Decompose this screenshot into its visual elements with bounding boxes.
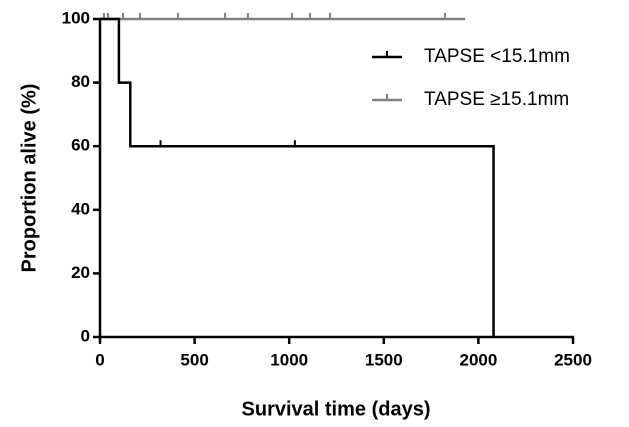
y-tick-label: 60	[71, 136, 90, 155]
y-tick-label: 20	[71, 263, 90, 282]
legend-label: TAPSE <15.1mm	[424, 46, 570, 67]
legend-label: TAPSE ≥15.1mm	[424, 89, 569, 110]
x-tick-label: 1000	[270, 350, 308, 369]
y-axis-title: Proportion alive (%)	[18, 84, 40, 273]
x-tick-label: 0	[95, 350, 104, 369]
survival-line	[100, 17, 495, 337]
x-axis-title: Survival time (days)	[242, 398, 431, 420]
y-tick-label: 40	[71, 199, 90, 218]
x-tick-label: 1500	[365, 350, 403, 369]
x-tick-label: 2000	[459, 350, 497, 369]
y-tick-label: 100	[62, 8, 90, 27]
x-tick-label: 2500	[554, 350, 592, 369]
y-tick-label: 80	[71, 72, 90, 91]
y-tick-label: 0	[81, 326, 90, 345]
x-tick-label: 500	[180, 350, 208, 369]
